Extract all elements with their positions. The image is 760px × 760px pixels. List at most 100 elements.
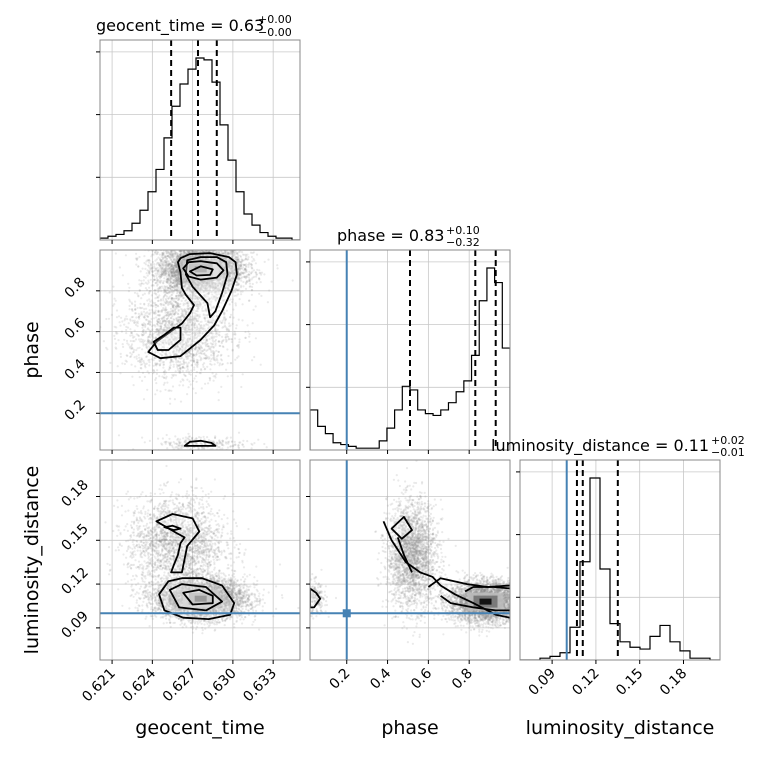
sample-point bbox=[234, 256, 237, 259]
sample-point bbox=[180, 262, 183, 265]
sample-point bbox=[219, 260, 222, 263]
sample-point bbox=[215, 287, 218, 290]
sample-point bbox=[167, 247, 169, 249]
sample-point bbox=[245, 265, 248, 269]
sample-point bbox=[191, 279, 194, 282]
sample-point bbox=[219, 279, 222, 282]
sample-point bbox=[230, 281, 233, 284]
sample-point bbox=[168, 262, 171, 265]
sample-point bbox=[170, 247, 172, 249]
sample-point bbox=[225, 228, 227, 230]
sample-point bbox=[160, 275, 163, 279]
sample-point bbox=[205, 244, 207, 246]
sample-point bbox=[207, 257, 210, 260]
sample-point bbox=[226, 252, 229, 255]
sample-point bbox=[183, 285, 186, 288]
sample-point bbox=[218, 242, 220, 244]
sample-point bbox=[201, 246, 203, 248]
sample-point bbox=[153, 251, 156, 254]
sample-point bbox=[207, 282, 210, 285]
sample-point bbox=[174, 252, 177, 255]
sample-point bbox=[161, 267, 164, 270]
sample-point bbox=[178, 245, 180, 247]
sample-point bbox=[231, 269, 234, 272]
sample-point bbox=[171, 275, 174, 278]
sample-point bbox=[159, 287, 162, 290]
sample-point bbox=[202, 285, 205, 288]
sample-point bbox=[194, 283, 197, 286]
sample-point bbox=[213, 287, 216, 290]
sample-point bbox=[157, 245, 159, 247]
sample-point bbox=[168, 233, 170, 235]
sample-point bbox=[212, 257, 215, 261]
sample-point bbox=[196, 286, 199, 289]
sample-point bbox=[210, 281, 213, 284]
histogram-geocent-time bbox=[100, 57, 300, 240]
sample-point bbox=[244, 269, 247, 272]
sample-point bbox=[174, 285, 177, 288]
sample-point bbox=[227, 280, 230, 283]
sample-point bbox=[207, 292, 210, 295]
sample-point bbox=[237, 282, 240, 285]
sample-point bbox=[233, 272, 236, 275]
sample-point bbox=[138, 279, 141, 282]
sample-point bbox=[193, 283, 196, 286]
sample-point bbox=[183, 250, 186, 253]
sample-point bbox=[193, 280, 196, 283]
sample-point bbox=[174, 251, 177, 254]
sample-point bbox=[220, 261, 223, 264]
sample-point bbox=[176, 279, 179, 282]
sample-point bbox=[202, 243, 204, 245]
sample-point bbox=[221, 261, 224, 264]
sample-point bbox=[230, 284, 233, 287]
sample-point bbox=[166, 291, 169, 294]
sample-point bbox=[162, 263, 165, 266]
sample-point bbox=[212, 247, 214, 249]
sample-point bbox=[216, 287, 220, 290]
sample-point bbox=[198, 250, 201, 253]
sample-point bbox=[161, 272, 164, 275]
sample-point bbox=[172, 304, 175, 307]
sample-point bbox=[251, 251, 254, 255]
sample-point bbox=[207, 293, 210, 296]
sample-point bbox=[244, 268, 247, 271]
sample-point bbox=[204, 257, 207, 260]
sample-point bbox=[158, 253, 161, 256]
sample-point bbox=[192, 279, 195, 283]
sample-point bbox=[171, 261, 175, 264]
sample-point bbox=[204, 288, 207, 291]
sample-point bbox=[196, 243, 198, 245]
sample-point bbox=[183, 258, 186, 261]
sample-point bbox=[185, 248, 187, 250]
sample-point bbox=[250, 243, 252, 245]
sample-point bbox=[181, 278, 184, 281]
sample-point bbox=[146, 269, 149, 272]
sample-point bbox=[154, 267, 157, 270]
sample-point bbox=[237, 259, 240, 262]
sample-point bbox=[228, 270, 231, 273]
sample-point bbox=[189, 245, 191, 247]
sample-point bbox=[172, 268, 175, 271]
sample-point bbox=[188, 250, 191, 253]
sample-point bbox=[200, 288, 203, 291]
sample-point bbox=[189, 236, 191, 238]
sample-point bbox=[154, 282, 158, 285]
sample-point bbox=[167, 263, 170, 266]
sample-point bbox=[186, 288, 189, 291]
sample-point bbox=[250, 263, 253, 266]
sample-point bbox=[240, 261, 243, 264]
sample-point bbox=[169, 277, 172, 280]
sample-point bbox=[190, 279, 193, 282]
sample-point bbox=[245, 281, 248, 284]
sample-point bbox=[229, 272, 232, 275]
sample-point bbox=[209, 244, 211, 246]
sample-point bbox=[215, 241, 217, 243]
sample-point bbox=[217, 287, 220, 290]
sample-point bbox=[182, 257, 186, 260]
sample-point bbox=[175, 266, 178, 269]
sample-point bbox=[168, 277, 172, 280]
sample-point bbox=[161, 257, 164, 260]
sample-point bbox=[216, 288, 219, 292]
sample-point bbox=[258, 292, 261, 295]
